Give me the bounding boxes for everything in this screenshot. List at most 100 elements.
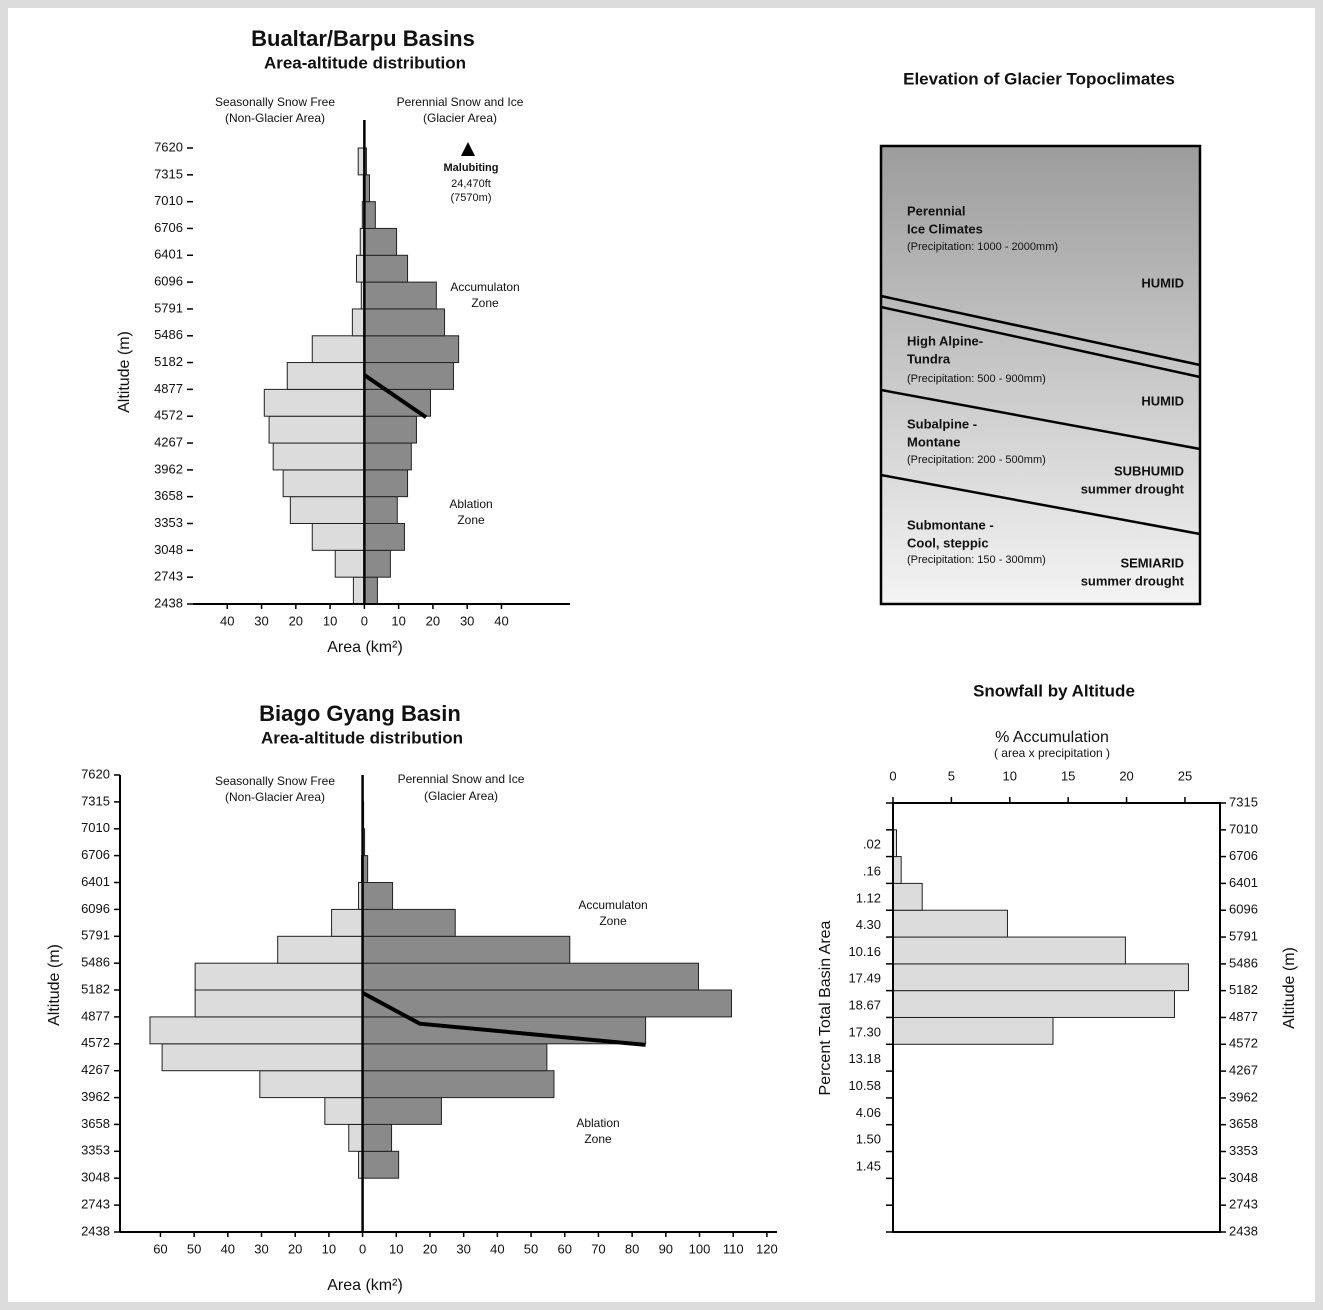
row-label: 4.06 (856, 1105, 881, 1120)
y-tick-label: 6706 (81, 847, 110, 862)
diagram-box (879, 144, 1202, 606)
zone-climate: SEMIARID (1120, 555, 1184, 570)
bar (362, 989, 733, 1018)
x-axis-subtitle: ( area x precipitation ) (994, 746, 1110, 760)
zone-label: Zone (599, 914, 627, 928)
y-tick-label: 5182 (1229, 982, 1258, 997)
y-tick-label: 3048 (81, 1170, 110, 1185)
x-tick-label: 80 (625, 1241, 639, 1256)
x-tick-label: 20 (1119, 768, 1133, 783)
bar (348, 1123, 364, 1152)
chart-subtitle: Area-altitude distribution (264, 53, 466, 72)
zone-name: Submontane - (907, 517, 994, 532)
series-label: Perennial Snow and Ice (397, 95, 524, 109)
y-tick-label: 6401 (81, 874, 110, 889)
y-tick-label: 4877 (1229, 1009, 1258, 1024)
bar (892, 856, 902, 884)
bar (362, 882, 394, 910)
bar (892, 882, 923, 911)
bar (286, 362, 365, 390)
bar (161, 1043, 364, 1072)
row-label: 1.12 (856, 890, 881, 905)
zone-label: Zone (471, 296, 499, 310)
bar (263, 388, 365, 417)
x-tick-label: 25 (1178, 768, 1192, 783)
x-tick-label: 60 (153, 1241, 167, 1256)
zone-label: Zone (584, 1132, 612, 1146)
y-tick-label: 7315 (154, 166, 183, 181)
y-tick-label: 6401 (1229, 875, 1258, 890)
x-tick-label: 110 (723, 1241, 744, 1256)
x-tick-label: 10 (1003, 768, 1017, 783)
row-label: 18.67 (848, 997, 881, 1012)
x-tick-label: 15 (1061, 768, 1075, 783)
y-axis-title: Altitude (m) (116, 331, 133, 413)
x-tick-label: 30 (254, 1241, 268, 1256)
zone-name: Ice Climates (907, 221, 983, 236)
peak-marker (461, 142, 475, 156)
series-label: Seasonally Snow Free (215, 774, 335, 788)
y-tick-label: 7010 (1229, 821, 1258, 836)
x-tick-label: 50 (187, 1241, 201, 1256)
y-tick-label: 3962 (81, 1089, 110, 1104)
x-tick-label: 30 (254, 613, 268, 628)
y-tick-label: 4877 (154, 381, 183, 396)
row-label: 10.58 (848, 1078, 881, 1093)
series-label: (Glacier Area) (423, 111, 497, 125)
x-axis-title: % Accumulation (995, 729, 1109, 746)
zone-name: Subalpine - (907, 416, 977, 431)
bar (362, 1070, 555, 1099)
y-tick-label: 3962 (154, 461, 183, 476)
y-tick-label: 3658 (154, 488, 183, 503)
bar (363, 496, 398, 524)
bar (331, 908, 364, 937)
bar (311, 522, 365, 551)
x-tick-label: 70 (591, 1241, 605, 1256)
bar (272, 442, 365, 471)
y-axis-title: Altitude (m) (1281, 947, 1298, 1029)
bar (334, 549, 365, 578)
x-axis-title: Area (km²) (327, 639, 403, 656)
peak-label: 24,470ft (451, 178, 491, 190)
chart-subtitle: Area-altitude distribution (261, 728, 463, 747)
row-label: 17.49 (848, 971, 881, 986)
bar (362, 1123, 393, 1152)
x-tick-label: 40 (494, 613, 508, 628)
y-tick-label: 2438 (154, 595, 183, 610)
x-tick-label: 90 (659, 1241, 673, 1256)
y-tick-label: 2743 (154, 569, 183, 584)
zone-precipitation: (Precipitation: 1000 - 2000mm) (907, 241, 1058, 253)
x-tick-label: 10 (389, 1241, 403, 1256)
zone-boundary (880, 388, 1201, 451)
y-tick-label: 3658 (1229, 1116, 1258, 1131)
bar (363, 549, 391, 578)
y-tick-label: 7620 (154, 139, 183, 154)
series-label: Perennial Snow and Ice (398, 772, 525, 786)
bar (362, 1043, 548, 1072)
bar (362, 962, 699, 991)
y-tick-label: 5791 (1229, 928, 1258, 943)
series-label: (Non-Glacier Area) (225, 111, 325, 125)
chart-title: Snowfall by Altitude (973, 681, 1135, 700)
zone-precipitation: (Precipitation: 150 - 300mm) (907, 554, 1046, 566)
y-tick-label: 5791 (154, 300, 183, 315)
x-tick-label: 30 (456, 1241, 470, 1256)
x-tick-label: 10 (323, 613, 337, 628)
bar (277, 935, 364, 964)
left-axis-title: Percent Total Basin Area (817, 920, 834, 1095)
x-axis-title: Area (km²) (327, 1277, 403, 1294)
y-tick-label: 7010 (154, 193, 183, 208)
chart-title: Biago Gyang Basin (259, 701, 461, 726)
bar (363, 335, 460, 364)
y-tick-label: 7620 (81, 766, 110, 781)
row-label: 4.30 (856, 917, 881, 932)
bar (363, 201, 376, 229)
y-tick-label: 3353 (154, 515, 183, 530)
x-tick-label: 120 (756, 1241, 778, 1256)
row-label: 1.50 (856, 1132, 881, 1147)
x-tick-label: 100 (689, 1241, 711, 1256)
bar (363, 281, 437, 310)
series-label: Seasonally Snow Free (215, 95, 335, 109)
